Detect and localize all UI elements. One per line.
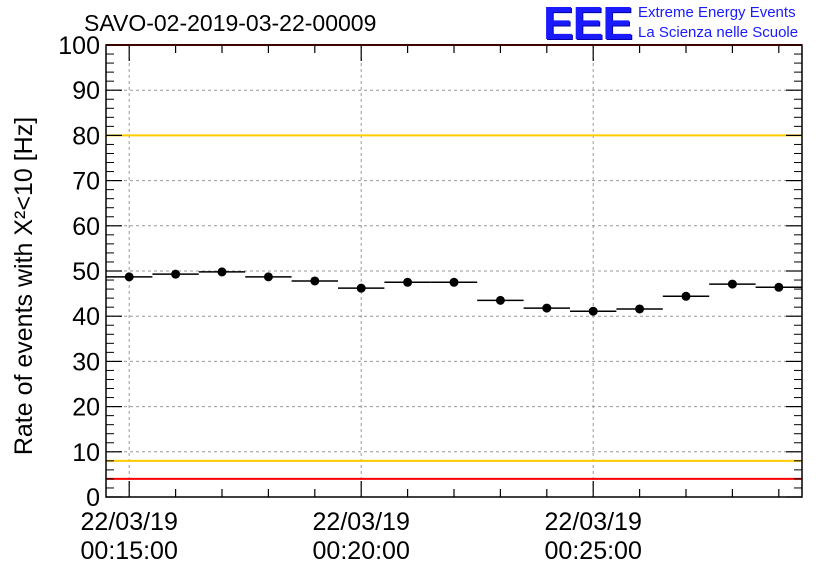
data-point <box>403 277 413 287</box>
grid <box>106 45 802 497</box>
y-tick-label: 70 <box>72 168 100 196</box>
x-tick-label-time: 00:25:00 <box>545 537 642 565</box>
y-tick-label: 90 <box>72 77 100 105</box>
x-tick-label-date: 22/03/19 <box>545 508 642 536</box>
logo-caption-line1: Extreme Energy Events <box>638 4 796 21</box>
data-point <box>356 283 366 293</box>
axes: 010203040506070809010022/03/1900:15:0022… <box>58 32 802 565</box>
data-point <box>774 282 784 292</box>
y-axis-label: Rate of events with X²<10 [Hz] <box>10 117 38 455</box>
data-point <box>495 295 505 305</box>
data-point <box>124 272 134 282</box>
y-tick-label: 100 <box>58 32 100 60</box>
logo-caption: Extreme Energy Events La Scienza nelle S… <box>638 3 798 43</box>
chart-title: SAVO-02-2019-03-22-00009 <box>84 10 377 36</box>
x-tick-label-date: 22/03/19 <box>313 508 410 536</box>
y-tick-label: 60 <box>72 213 100 241</box>
logo-caption-line2: La Scienza nelle Scuole <box>638 24 799 41</box>
data-point <box>727 279 737 289</box>
data-point <box>635 304 645 314</box>
y-tick-label: 10 <box>72 439 100 467</box>
x-tick-label-time: 00:20:00 <box>313 537 410 565</box>
data-point <box>217 267 227 277</box>
reference-lines <box>106 44 802 480</box>
data-point <box>542 303 552 313</box>
eee-logo: EEE <box>543 0 633 49</box>
y-tick-label: 50 <box>72 258 100 286</box>
y-tick-label: 0 <box>86 484 100 512</box>
data-point <box>588 306 598 316</box>
data-point <box>171 269 181 279</box>
data-point <box>449 277 459 287</box>
data-point <box>681 291 691 301</box>
x-tick-label-time: 00:15:00 <box>81 537 178 565</box>
y-tick-label: 40 <box>72 303 100 331</box>
x-tick-label-date: 22/03/19 <box>81 508 178 536</box>
y-tick-label: 80 <box>72 122 100 150</box>
data-point <box>263 272 273 282</box>
data-point <box>310 276 320 286</box>
y-tick-label: 30 <box>72 348 100 376</box>
y-tick-label: 20 <box>72 394 100 422</box>
data-series <box>106 267 802 316</box>
